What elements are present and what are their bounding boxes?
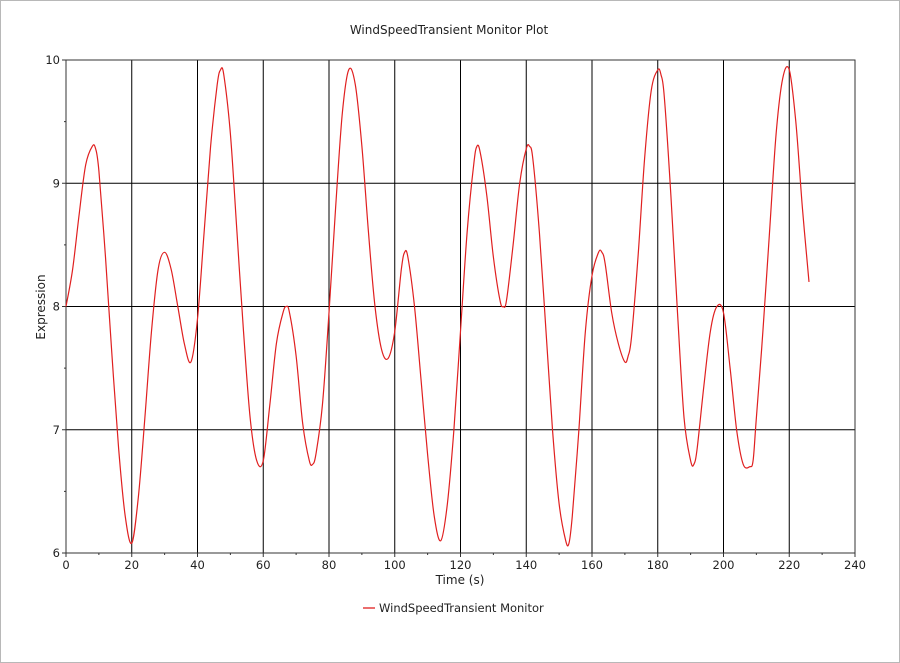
- y-tick-label: 7: [53, 423, 60, 437]
- y-axis-label: Expression: [34, 274, 48, 339]
- series-lines: [65, 66, 810, 547]
- x-tick-label: 240: [844, 558, 866, 572]
- x-tick-label: 160: [581, 558, 603, 572]
- x-tick-label: 60: [256, 558, 271, 572]
- y-tick-labels: 6 7 8 9 10: [45, 53, 60, 560]
- x-tick-label: 20: [124, 558, 139, 572]
- y-tick-label: 10: [45, 53, 60, 67]
- series-line: [65, 66, 810, 547]
- x-tick-label: 80: [322, 558, 337, 572]
- x-tick-label: 120: [450, 558, 472, 572]
- x-tick-labels: 0 20 40 60 80 100 120 140 160 180 200 220 240: [62, 558, 866, 572]
- x-tick-label: 200: [713, 558, 735, 572]
- x-tick-label: 100: [384, 558, 406, 572]
- x-tick-label: 140: [515, 558, 537, 572]
- y-tick-label: 8: [53, 300, 60, 314]
- ticks: [62, 59, 856, 557]
- y-tick-label: 9: [53, 176, 60, 190]
- legend-label: WindSpeedTransient Monitor: [379, 601, 544, 615]
- x-tick-label: 40: [190, 558, 205, 572]
- x-tick-label: 220: [778, 558, 800, 572]
- x-tick-label: 0: [62, 558, 69, 572]
- x-axis-label: Time (s): [435, 573, 485, 587]
- grid: [66, 60, 855, 553]
- chart-title: WindSpeedTransient Monitor Plot: [350, 23, 549, 37]
- x-tick-label: 180: [647, 558, 669, 572]
- legend: WindSpeedTransient Monitor: [363, 601, 544, 615]
- y-tick-label: 6: [53, 546, 60, 560]
